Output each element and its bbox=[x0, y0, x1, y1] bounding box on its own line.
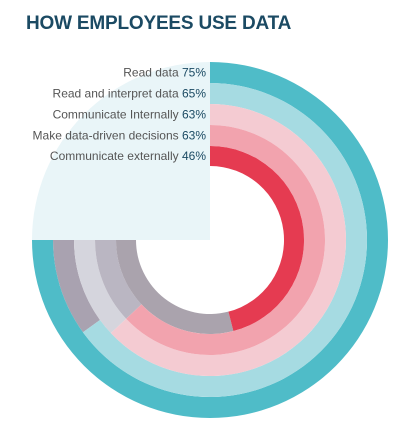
bar-arc bbox=[110, 104, 346, 376]
series-name: Communicate externally bbox=[50, 149, 179, 163]
series-label: Read and interpret data 65% bbox=[53, 87, 207, 101]
series-label: Communicate Internally 63% bbox=[53, 108, 207, 122]
series-value: 65% bbox=[182, 87, 206, 101]
chart-title: HOW EMPLOYEES USE DATA bbox=[26, 13, 292, 34]
series-value: 63% bbox=[182, 108, 206, 122]
ring-remainder bbox=[74, 240, 127, 334]
ring-remainder bbox=[116, 240, 234, 335]
series-name: Read data bbox=[123, 66, 179, 80]
ring-remainder bbox=[95, 240, 142, 319]
bar-arc bbox=[126, 125, 326, 355]
series-value: 75% bbox=[182, 66, 206, 80]
series-label: Read data 75% bbox=[123, 66, 206, 80]
series-name: Make data-driven decisions bbox=[33, 129, 179, 143]
series-name: Communicate Internally bbox=[53, 108, 179, 122]
series-label: Communicate externally 46% bbox=[50, 149, 206, 163]
series-label: Make data-driven decisions 63% bbox=[33, 129, 207, 143]
bar-arc bbox=[210, 146, 305, 332]
ring-remainder bbox=[53, 240, 100, 333]
quadrant-background bbox=[32, 62, 210, 240]
series-name: Read and interpret data bbox=[53, 87, 179, 101]
series-value: 63% bbox=[182, 129, 206, 143]
series-value: 46% bbox=[182, 149, 206, 163]
